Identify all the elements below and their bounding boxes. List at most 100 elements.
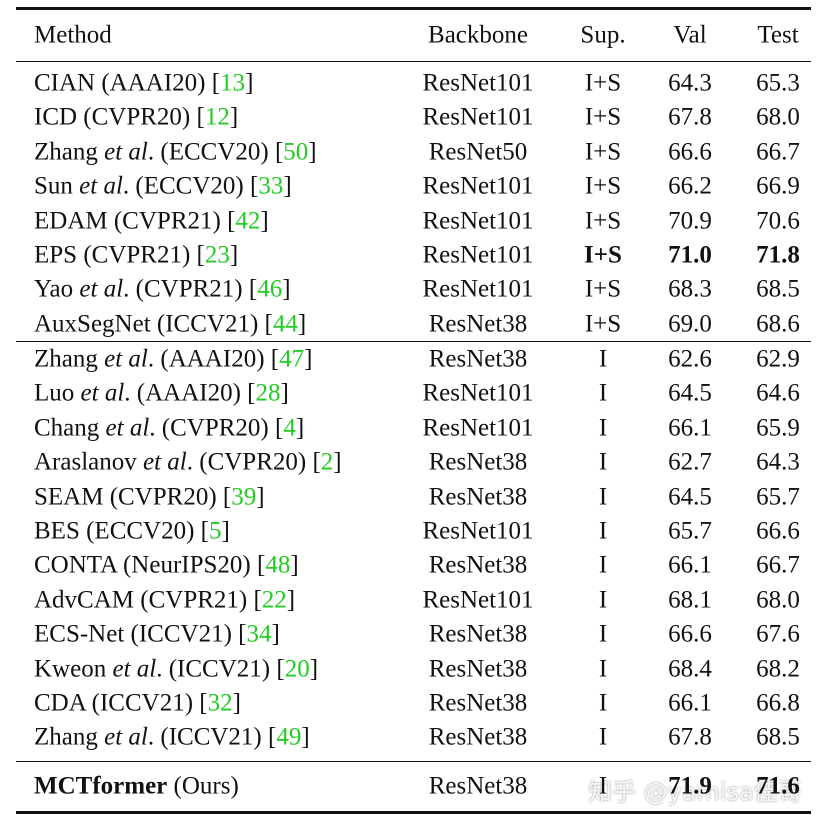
method-text: . (ECCV20) [ xyxy=(147,138,284,166)
method-cell: SEAM (CVPR20) [39] xyxy=(34,484,265,509)
method-text: ] xyxy=(297,310,307,338)
test-cell: 62.9 xyxy=(756,345,800,373)
method-text: ] xyxy=(304,345,313,373)
test-cell: 67.6 xyxy=(756,620,800,648)
test-cell: 64.3 xyxy=(756,448,800,476)
val-cell: 66.6 xyxy=(668,620,712,648)
method-cell: EPS (CVPR21) [23] xyxy=(34,243,238,268)
method-text: et al xyxy=(80,379,125,407)
method-text: SEAM (CVPR20) [ xyxy=(34,483,232,511)
backbone-cell: ResNet101 xyxy=(422,103,534,131)
sup-cell: I xyxy=(598,483,608,511)
val-cell: 68.1 xyxy=(668,586,712,614)
method-text: et al xyxy=(112,655,157,683)
backbone-cell: ResNet38 xyxy=(428,345,528,373)
sup-cell: I+S xyxy=(584,69,622,97)
val-cell: 69.0 xyxy=(668,310,712,338)
test-cell: 71.8 xyxy=(756,241,800,269)
backbone-cell: ResNet38 xyxy=(428,689,528,717)
method-text: (Ours) xyxy=(167,772,239,800)
method-text: et al xyxy=(104,723,148,751)
backbone-cell: ResNet101 xyxy=(422,379,534,407)
val-cell: 66.1 xyxy=(668,414,712,442)
method-text: ] xyxy=(232,689,241,717)
method-text: ] xyxy=(245,69,254,97)
test-cell: 71.6 xyxy=(756,772,800,800)
sup-cell: I xyxy=(598,723,608,751)
sup-cell: I xyxy=(598,379,608,407)
sup-cell: I xyxy=(598,586,608,614)
method-cell: Zhang et al. (AAAI20) [47] xyxy=(34,347,312,372)
backbone-cell: ResNet38 xyxy=(428,723,528,751)
val-cell: 68.3 xyxy=(668,275,712,303)
method-text: BES (ECCV20) [ xyxy=(34,517,209,545)
citation: 42 xyxy=(235,207,261,235)
citation: 34 xyxy=(246,620,272,648)
method-text: EDAM (CVPR21) [ xyxy=(34,207,236,235)
method-cell: ICD (CVPR20) [12] xyxy=(34,105,238,130)
method-text: MCTformer xyxy=(34,772,168,800)
val-cell: 71.9 xyxy=(668,772,712,800)
backbone-cell: ResNet38 xyxy=(428,483,528,511)
sup-cell: I xyxy=(598,620,608,648)
val-cell: 68.4 xyxy=(668,655,712,683)
citation: 44 xyxy=(272,310,298,338)
val-cell: 66.2 xyxy=(668,172,712,200)
method-text: ] xyxy=(260,207,269,235)
method-cell: CONTA (NeurIPS20) [48] xyxy=(34,553,299,578)
method-cell: CDA (ICCV21) [32] xyxy=(34,691,241,716)
val-cell: 71.0 xyxy=(668,241,712,269)
val-cell: 67.8 xyxy=(668,723,712,751)
method-text: . (ICCV21) [ xyxy=(156,655,285,683)
method-text: ] xyxy=(256,483,265,511)
method-text: Zhang xyxy=(34,723,105,751)
method-text: et al xyxy=(79,172,123,200)
method-text: . (CVPR21) [ xyxy=(123,275,258,303)
method-cell: Araslanov et al. (CVPR20) [2] xyxy=(34,450,342,475)
val-cell: 64.5 xyxy=(668,379,712,407)
method-text: CONTA (NeurIPS20) [ xyxy=(34,551,266,579)
sup-cell: I+S xyxy=(584,207,622,235)
citation: 23 xyxy=(204,241,230,269)
backbone-cell: ResNet101 xyxy=(422,275,534,303)
citation: 49 xyxy=(276,723,302,751)
backbone-cell: ResNet38 xyxy=(428,448,528,476)
test-cell: 66.9 xyxy=(756,172,800,200)
method-cell: AuxSegNet (ICCV21) [44] xyxy=(34,311,306,336)
method-text: Chang xyxy=(34,414,106,442)
method-text: ] xyxy=(295,414,305,442)
val-cell: 62.7 xyxy=(668,448,712,476)
method-text: ] xyxy=(309,655,319,683)
method-text: ] xyxy=(286,586,296,614)
citation: 22 xyxy=(261,586,287,614)
method-text: ] xyxy=(283,172,292,200)
val-cell: 70.9 xyxy=(668,207,712,235)
backbone-cell: ResNet101 xyxy=(422,517,534,545)
citation: 12 xyxy=(204,103,230,131)
bottom-rule xyxy=(16,811,811,814)
backbone-cell: ResNet38 xyxy=(428,551,528,579)
test-cell: 66.8 xyxy=(756,689,800,717)
citation: 47 xyxy=(279,345,305,373)
method-text: CIAN (AAAI20) [ xyxy=(34,69,221,97)
citation: 5 xyxy=(209,517,222,545)
header-cell: Test xyxy=(757,21,799,49)
method-text: ] xyxy=(290,551,299,579)
sup-cell: I xyxy=(598,551,608,579)
method-text: ] xyxy=(308,138,317,166)
sup-cell: I+S xyxy=(584,103,622,131)
method-text: ECS-Net (ICCV21) [ xyxy=(34,620,247,648)
citation: 28 xyxy=(255,379,281,407)
test-cell: 68.6 xyxy=(756,310,800,338)
method-text: . (CVPR20) [ xyxy=(186,448,321,476)
method-text: et al xyxy=(143,448,187,476)
sup-cell: I xyxy=(598,772,608,800)
method-text: ] xyxy=(280,379,289,407)
backbone-cell: ResNet38 xyxy=(428,772,528,800)
test-cell: 66.7 xyxy=(756,138,800,166)
test-cell: 64.6 xyxy=(756,379,800,407)
method-text: Araslanov xyxy=(34,448,143,476)
method-text: Kweon xyxy=(34,655,113,683)
backbone-cell: ResNet38 xyxy=(428,310,528,338)
backbone-cell: ResNet101 xyxy=(422,414,534,442)
